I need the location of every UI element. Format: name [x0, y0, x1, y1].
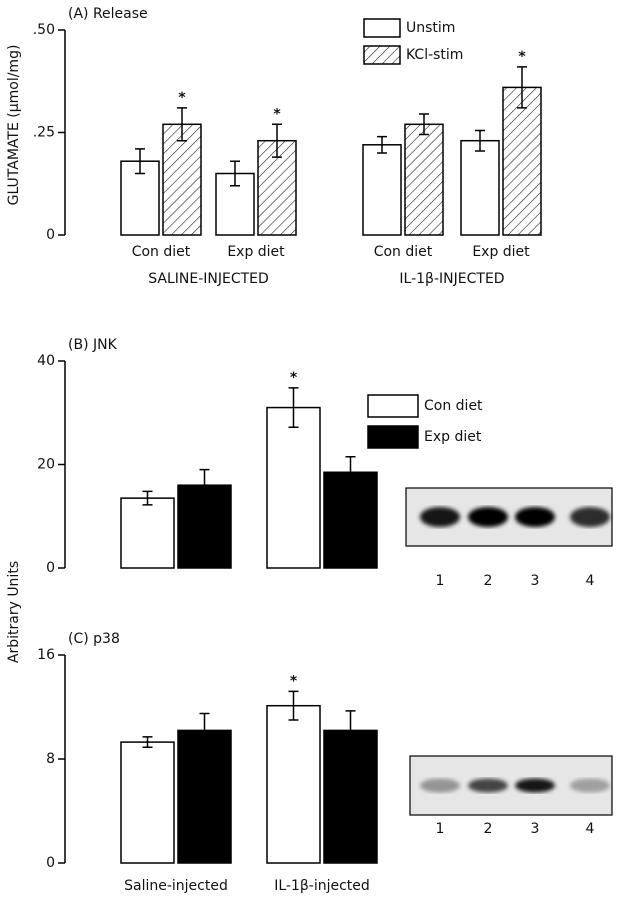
legend-label: Exp diet — [424, 429, 482, 445]
blot-band — [420, 507, 460, 527]
x-tick-label: Con diet — [374, 244, 433, 260]
blot-band — [420, 778, 460, 793]
error-bar — [475, 129, 485, 152]
y-axis-label: Arbitrary Units — [6, 561, 22, 663]
y-tick-label: 0 — [46, 560, 55, 576]
y-tick-label: 20 — [37, 457, 55, 473]
bar — [120, 741, 175, 864]
blot-band — [570, 778, 610, 793]
significance-marker: * — [290, 370, 298, 386]
bar — [266, 704, 321, 864]
error-bar — [142, 490, 153, 506]
x-tick-label: Exp diet — [472, 244, 530, 260]
bar — [502, 86, 542, 236]
bar — [460, 139, 500, 236]
error-bar — [177, 107, 187, 142]
significance-marker: * — [518, 49, 526, 65]
blot-band — [468, 507, 508, 527]
y-axis-label: GLUTAMATE (µmol/mg) — [6, 45, 22, 206]
blot-lane-label: 1 — [436, 821, 445, 837]
error-bar — [345, 710, 356, 751]
group-label: SALINE-INJECTED — [148, 271, 269, 287]
bar — [266, 406, 321, 569]
y-tick-label: 0 — [46, 855, 55, 871]
blot-lane-label: 4 — [586, 821, 595, 837]
legend-swatch — [363, 18, 401, 38]
panel-title: (A) Release — [68, 6, 148, 22]
blot-band — [515, 778, 555, 793]
legend-swatch — [367, 425, 419, 449]
error-bar — [345, 455, 356, 489]
bar — [362, 144, 402, 236]
error-bar — [230, 160, 240, 187]
blot-lane-label: 1 — [436, 573, 445, 589]
error-bar — [199, 712, 210, 749]
x-tick-label: Con diet — [132, 244, 191, 260]
y-tick-label: 8 — [46, 751, 55, 767]
error-bar — [288, 690, 299, 721]
panel-title: (C) p38 — [68, 631, 120, 647]
legend-swatch — [363, 45, 401, 65]
bar — [120, 497, 175, 569]
legend-label: Con diet — [424, 398, 483, 414]
x-tick-label: Exp diet — [227, 244, 285, 260]
error-bar — [142, 736, 153, 749]
error-bar — [272, 123, 282, 158]
error-bar — [419, 113, 429, 136]
significance-marker: * — [178, 90, 186, 106]
significance-marker: * — [273, 106, 281, 122]
legend-label: Unstim — [406, 20, 455, 36]
group-label: IL-1β-INJECTED — [399, 271, 504, 287]
error-bar — [199, 468, 210, 502]
y-tick-label: .50 — [33, 22, 55, 38]
y-tick-label: .25 — [33, 125, 55, 141]
legend-label: KCl-stim — [406, 47, 463, 63]
bar — [323, 729, 378, 864]
bar — [177, 729, 232, 864]
panel-title: (B) JNK — [68, 337, 118, 353]
x-tick-label: Saline-injected — [124, 878, 228, 894]
legend-swatch — [367, 394, 419, 418]
error-bar — [288, 387, 299, 428]
blot-lane-label: 2 — [484, 821, 493, 837]
error-bar — [377, 135, 387, 154]
blot-lane-label: 3 — [531, 573, 540, 589]
blot-lane-label: 2 — [484, 573, 493, 589]
y-tick-label: 16 — [37, 647, 55, 663]
blot-lane-label: 3 — [531, 821, 540, 837]
significance-marker: * — [290, 673, 298, 689]
blot-band — [515, 507, 555, 527]
error-bar — [517, 66, 527, 109]
y-tick-label: 40 — [37, 353, 55, 369]
error-bar — [135, 148, 145, 175]
blot-lane-label: 4 — [586, 573, 595, 589]
blot-band — [570, 507, 610, 527]
bar — [404, 123, 444, 236]
blot-band — [468, 778, 508, 793]
bar — [162, 123, 202, 236]
y-tick-label: 0 — [46, 227, 55, 243]
x-tick-label: IL-1β-injected — [274, 878, 370, 894]
